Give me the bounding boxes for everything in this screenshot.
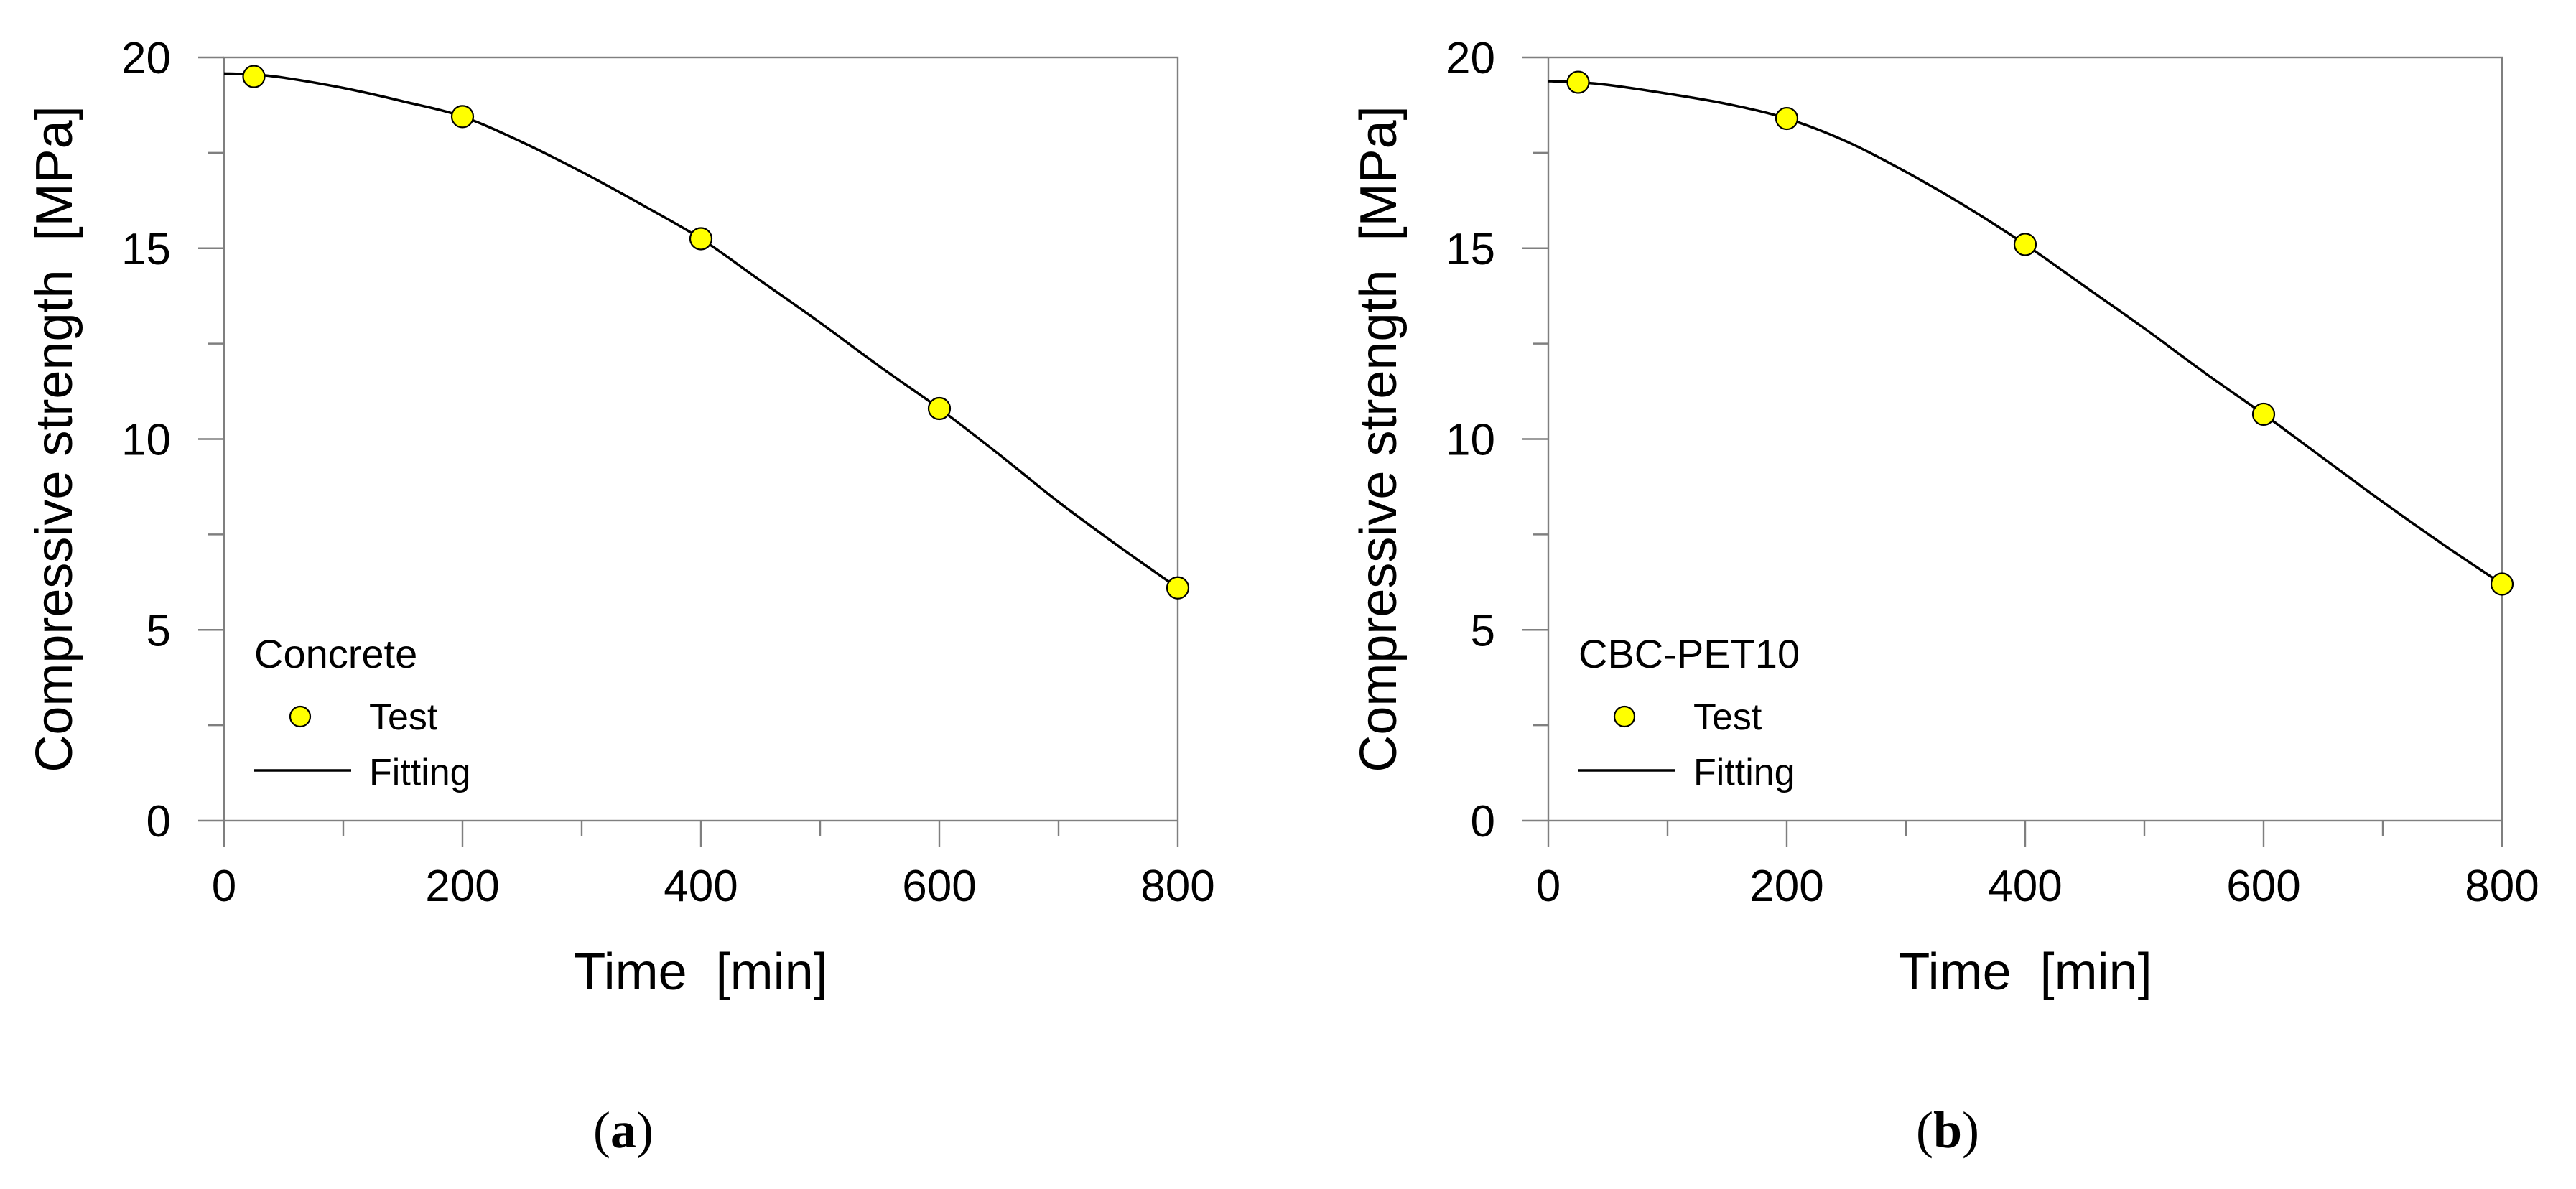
plot-frame [223, 56, 1179, 822]
y-tick-label: 20 [1446, 34, 1495, 83]
caption-letter: a [610, 1101, 636, 1159]
x-tick-label: 400 [664, 862, 738, 911]
y-tick-label: 10 [121, 416, 171, 465]
legend-title: Concrete [254, 631, 417, 676]
caption-open-paren: ( [593, 1101, 610, 1159]
legend-test-marker [289, 705, 312, 728]
legend-fitting-label: Fitting [1693, 752, 1795, 793]
y-tick-label: 20 [121, 34, 171, 83]
chart-panel-a: 0 200 400 600 800 0 5 10 15 20 Time [min] Compressi… [26, 34, 1215, 1159]
fitting-curve [223, 72, 1179, 589]
test-data-point [2013, 233, 2037, 256]
y-tick-label: 0 [147, 797, 171, 847]
test-data-point [1775, 106, 1799, 131]
plot-frame [1547, 56, 2503, 822]
test-data-point [1566, 70, 1590, 94]
legend-title: CBC-PET10 [1578, 631, 1800, 676]
y-tick-label: 10 [1446, 416, 1495, 465]
x-tick-label: 600 [2226, 862, 2300, 911]
x-tick-label: 200 [1749, 862, 1823, 911]
y-axis-title: Compressive strength [MPa] [1350, 106, 1408, 772]
legend-test-label: Test [369, 696, 438, 738]
caption-close-paren: ) [1962, 1101, 1979, 1159]
x-axis-title: Time [min] [1898, 943, 2152, 1001]
x-tick-label: 400 [1988, 862, 2062, 911]
panel-caption: (b) [1916, 1101, 1979, 1159]
x-tick-label: 200 [425, 862, 499, 911]
panel-caption: (a) [593, 1101, 654, 1159]
caption-letter: b [1933, 1101, 1962, 1159]
legend-test-label: Test [1693, 696, 1762, 738]
y-tick-label: 5 [147, 606, 171, 656]
legend-fitting-label: Fitting [369, 752, 471, 793]
x-tick-label: 0 [212, 862, 236, 911]
test-data-point [927, 396, 952, 421]
test-data-point [2251, 402, 2276, 426]
x-axis-title: Time [min] [574, 943, 827, 1001]
x-tick-label: 800 [1140, 862, 1214, 911]
y-tick-label: 0 [1471, 797, 1495, 847]
y-tick-label: 15 [121, 225, 171, 274]
x-tick-label: 600 [902, 862, 976, 911]
y-tick-label: 15 [1446, 225, 1495, 274]
y-tick-label: 5 [1471, 606, 1495, 656]
test-data-point [1166, 576, 1190, 600]
test-data-point [450, 105, 475, 129]
caption-close-paren: ) [636, 1101, 654, 1159]
x-tick-label: 800 [2465, 862, 2539, 911]
fitting-curve [1548, 80, 2503, 585]
chart-panel-b: 0 200 400 600 800 0 5 10 15 20 Time [min] Compressi… [1350, 34, 2539, 1159]
test-data-point [689, 227, 713, 251]
legend-test-marker [1613, 705, 1636, 728]
test-data-point [2490, 572, 2514, 596]
x-tick-label: 0 [1536, 862, 1561, 911]
test-data-point [242, 65, 266, 88]
caption-open-paren: ( [1916, 1101, 1933, 1159]
y-axis-title: Compressive strength [MPa] [26, 106, 83, 772]
